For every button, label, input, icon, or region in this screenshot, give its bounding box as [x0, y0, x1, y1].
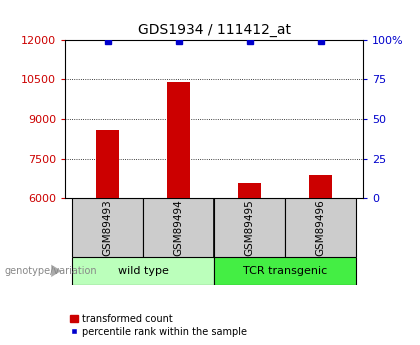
Polygon shape: [51, 265, 61, 277]
Text: wild type: wild type: [118, 266, 169, 276]
Legend: transformed count, percentile rank within the sample: transformed count, percentile rank withi…: [70, 314, 247, 337]
Bar: [167, 82, 190, 198]
Bar: [96, 130, 119, 198]
Bar: [72, 257, 214, 285]
Text: GSM89493: GSM89493: [103, 199, 113, 256]
Text: GSM89495: GSM89495: [245, 199, 255, 256]
Text: GSM89494: GSM89494: [174, 199, 184, 256]
Bar: [238, 183, 261, 198]
Bar: [310, 175, 332, 198]
Bar: [214, 198, 285, 257]
Text: GSM89496: GSM89496: [316, 199, 326, 256]
Title: GDS1934 / 111412_at: GDS1934 / 111412_at: [138, 23, 291, 37]
Bar: [214, 257, 356, 285]
Bar: [285, 198, 356, 257]
Text: genotype/variation: genotype/variation: [4, 266, 97, 276]
Bar: [72, 198, 143, 257]
Bar: [143, 198, 214, 257]
Text: TCR transgenic: TCR transgenic: [243, 266, 327, 276]
